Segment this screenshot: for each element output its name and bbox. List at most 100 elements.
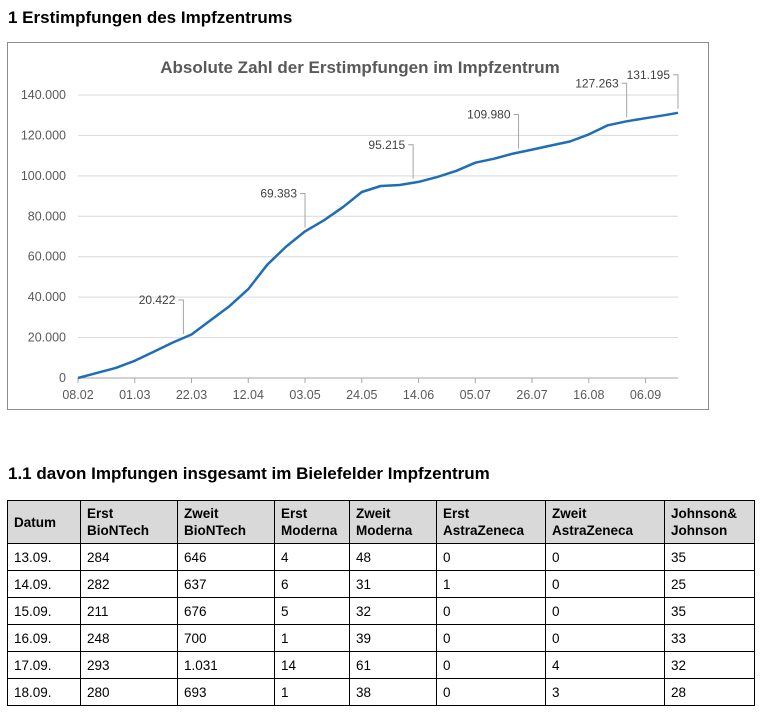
table-cell: 35	[664, 597, 755, 625]
section-heading-impfungen-insgesamt: 1.1 davon Impfungen insgesamt im Bielefe…	[8, 464, 490, 483]
data-label: 69.383	[260, 186, 297, 200]
table-cell: 1	[274, 624, 350, 652]
table-row: 17.09. 293 1.031 14 61 0 4 32	[7, 651, 755, 679]
table-cell: 6	[274, 570, 350, 598]
x-tick-label: 08.02	[62, 388, 93, 402]
x-tick-label: 05.07	[460, 388, 491, 402]
column-header-erst-moderna: Erst Moderna	[274, 500, 350, 544]
table-cell: 0	[436, 597, 546, 625]
table-cell: 48	[349, 543, 437, 571]
column-header-johnson: Johnson& Johnson	[664, 500, 755, 544]
table-cell: 293	[80, 651, 178, 679]
table-cell: 32	[664, 651, 755, 679]
x-tick-label: 26.07	[516, 388, 547, 402]
y-tick-label: 120.000	[21, 128, 66, 142]
table-cell: 211	[80, 597, 178, 625]
table-cell: 4	[274, 543, 350, 571]
column-header-erst-astrazeneca: Erst AstraZeneca	[436, 500, 546, 544]
table-row: 15.09. 211 676 5 32 0 0 35	[7, 597, 755, 625]
table-row: 16.09. 248 700 1 39 0 0 33	[7, 624, 755, 652]
column-header-zweit-astrazeneca: Zweit AstraZeneca	[545, 500, 665, 544]
table-cell: 38	[349, 678, 437, 706]
table-cell: 61	[349, 651, 437, 679]
y-tick-label: 60.000	[28, 250, 66, 264]
table-cell: 28	[664, 678, 755, 706]
table-cell: 14	[274, 651, 350, 679]
y-tick-label: 40.000	[28, 290, 66, 304]
table-cell: 13.09.	[7, 543, 81, 571]
table-cell: 18.09.	[7, 678, 81, 706]
table-cell: 0	[436, 678, 546, 706]
data-label: 131.195	[627, 68, 671, 82]
table-cell: 700	[177, 624, 275, 652]
data-label-leader	[408, 144, 414, 179]
y-tick-label: 80.000	[28, 209, 66, 223]
table-cell: 646	[177, 543, 275, 571]
table-row: 13.09. 284 646 4 48 0 0 35	[7, 543, 755, 571]
x-tick-label: 03.05	[289, 388, 320, 402]
y-tick-label: 20.000	[28, 331, 66, 345]
table-cell: 4	[545, 651, 665, 679]
data-label-leader	[621, 82, 628, 118]
table-row: 14.09. 282 637 6 31 1 0 25	[7, 570, 755, 598]
column-header-erst-biontech: Erst BioNTech	[80, 500, 178, 544]
x-tick-label: 22.03	[176, 388, 207, 402]
table-cell: 15.09.	[7, 597, 81, 625]
table-cell: 0	[545, 624, 665, 652]
x-tick-label: 14.06	[403, 388, 434, 402]
column-header-zweit-moderna: Zweit Moderna	[349, 500, 437, 544]
y-tick-label: 140.000	[21, 88, 66, 102]
x-tick-label: 01.03	[119, 388, 150, 402]
line-chart: Absolute Zahl der Erstimpfungen im Impfz…	[21, 58, 679, 402]
x-tick-label: 24.05	[346, 388, 377, 402]
table-cell: 14.09.	[7, 570, 81, 598]
data-label: 20.422	[139, 293, 176, 307]
table-cell: 17.09.	[7, 651, 81, 679]
table-cell: 3	[545, 678, 665, 706]
table-cell: 0	[545, 543, 665, 571]
vaccination-table: Datum Erst BioNTech Zweit BioNTech Erst Mod…	[7, 500, 755, 706]
table-cell: 280	[80, 678, 178, 706]
table-cell: 5	[274, 597, 350, 625]
y-tick-label: 0	[59, 371, 66, 385]
table-cell: 31	[349, 570, 437, 598]
table-row: 18.09. 280 693 1 38 0 3 28	[7, 678, 755, 706]
table-cell: 0	[436, 543, 546, 571]
table-cell: 0	[545, 570, 665, 598]
table-header-row: Datum Erst BioNTech Zweit BioNTech Erst Mod…	[7, 500, 755, 544]
x-tick-label: 06.09	[630, 388, 661, 402]
table-cell: 1.031	[177, 651, 275, 679]
table-cell: 0	[436, 624, 546, 652]
table-cell: 35	[664, 543, 755, 571]
data-label: 109.980	[467, 107, 511, 121]
column-header-zweit-biontech: Zweit BioNTech	[177, 500, 275, 544]
table-cell: 33	[664, 624, 755, 652]
data-label-leader	[673, 74, 679, 109]
table-cell: 1	[436, 570, 546, 598]
table-cell: 676	[177, 597, 275, 625]
y-tick-label: 100.000	[21, 169, 66, 183]
table-cell: 0	[545, 597, 665, 625]
data-label-leader	[178, 299, 184, 335]
chart-frame: Absolute Zahl der Erstimpfungen im Impfz…	[7, 42, 709, 410]
section-heading-erstimpfungen: 1 Erstimpfungen des Impfzentrums	[8, 8, 293, 27]
table-cell: 32	[349, 597, 437, 625]
table-cell: 1	[274, 678, 350, 706]
table-cell: 637	[177, 570, 275, 598]
data-label-leader	[513, 113, 520, 149]
data-label-leader	[300, 192, 306, 228]
table-cell: 693	[177, 678, 275, 706]
table-cell: 282	[80, 570, 178, 598]
data-label: 95.215	[368, 138, 405, 152]
table-cell: 284	[80, 543, 178, 571]
x-tick-label: 16.08	[573, 388, 604, 402]
table-cell: 248	[80, 624, 178, 652]
table-cell: 25	[664, 570, 755, 598]
data-label: 127.263	[575, 76, 619, 90]
series-line	[77, 111, 679, 380]
x-tick-label: 12.04	[233, 388, 264, 402]
column-header-datum: Datum	[7, 500, 81, 544]
table-cell: 39	[349, 624, 437, 652]
chart-title: Absolute Zahl der Erstimpfungen im Impfz…	[160, 58, 560, 77]
table-cell: 0	[436, 651, 546, 679]
